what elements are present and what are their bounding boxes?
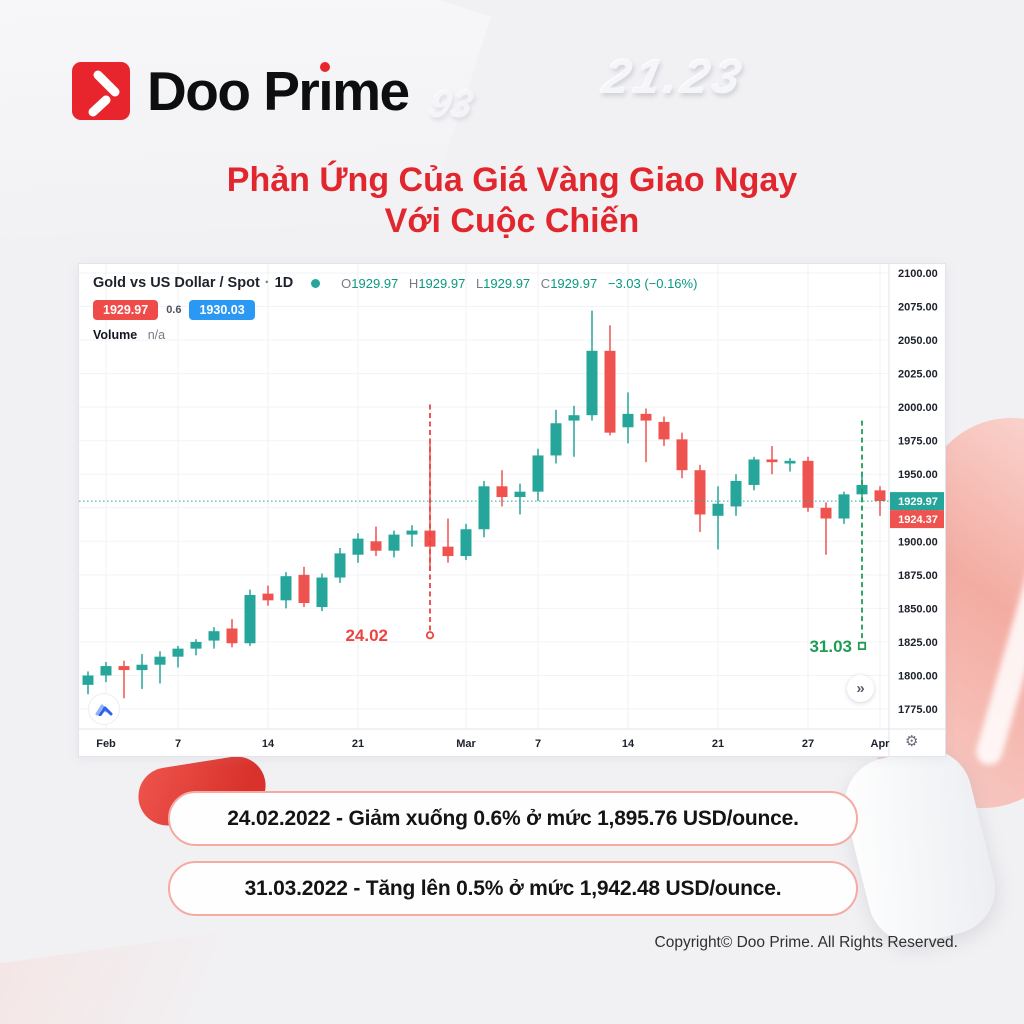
ohlc-close-label: C <box>540 275 551 291</box>
svg-text:31.03: 31.03 <box>809 637 852 656</box>
pink-wisp-decoration <box>0 925 291 1024</box>
logo-arrow-icon <box>88 70 120 117</box>
svg-text:27: 27 <box>802 738 814 750</box>
svg-text:2100.00: 2100.00 <box>898 268 938 280</box>
svg-text:1924.37: 1924.37 <box>898 514 938 526</box>
brand-name: Doo Prıme <box>147 60 410 122</box>
candlestick-series <box>82 310 886 699</box>
svg-text:1775.00: 1775.00 <box>898 704 938 716</box>
svg-text:1800.00: 1800.00 <box>898 670 938 682</box>
price-axis-badges: 1929.97 1924.37 <box>890 492 944 529</box>
svg-text:1929.97: 1929.97 <box>898 496 938 508</box>
callout-mar31: 31.03.2022 - Tăng lên 0.5% ở mức 1,942.4… <box>168 861 858 916</box>
svg-text:1825.00: 1825.00 <box>898 637 938 649</box>
callout-feb24-text: 24.02.2022 - Giảm xuống 0.6% ở mức 1,895… <box>227 806 799 830</box>
title-line-1: Phản Ứng Của Giá Vàng Giao Ngay <box>226 161 798 199</box>
gear-icon[interactable]: ⚙ <box>905 733 919 750</box>
doo-prime-logo-mark <box>72 62 130 120</box>
svg-text:1850.00: 1850.00 <box>898 603 938 615</box>
bid-ask-row: 1929.97 0.6 1930.03 <box>93 300 255 320</box>
trading-chart-panel: 1775.00 1800.00 1825.00 1850.00 1875.00 1900.… <box>78 263 946 757</box>
chart-header: Gold vs US Dollar / Spot · 1D O1929.97 H… <box>93 275 697 291</box>
svg-text:2000.00: 2000.00 <box>898 402 938 414</box>
doo-prime-logo: Doo Prıme <box>72 60 410 122</box>
bid-price-button[interactable]: 1929.97 <box>93 300 159 320</box>
svg-text:Feb: Feb <box>96 738 116 750</box>
svg-text:14: 14 <box>622 738 635 750</box>
callout-mar31-text: 31.03.2022 - Tăng lên 0.5% ở mức 1,942.4… <box>244 876 782 900</box>
volume-value: n/a <box>147 328 166 342</box>
pink-ribbon-highlight <box>973 472 1024 768</box>
svg-text:21: 21 <box>352 738 364 750</box>
svg-text:1975.00: 1975.00 <box>898 436 938 448</box>
annotation-24-02[interactable]: 24.02 <box>345 404 435 645</box>
ask-price-button[interactable]: 1930.03 <box>189 300 255 320</box>
callout-feb24: 24.02.2022 - Giảm xuống 0.6% ở mức 1,895… <box>168 791 858 846</box>
title-line-2: Với Cuộc Chiến <box>384 202 640 240</box>
chart-grid <box>79 264 889 729</box>
svg-text:2075.00: 2075.00 <box>898 302 938 314</box>
ohlc-open-value: 1929.97 <box>351 275 399 291</box>
svg-text:24.02: 24.02 <box>345 626 388 645</box>
price-axis-labels[interactable]: 1775.00 1800.00 1825.00 1850.00 1875.00 1900.… <box>898 268 938 716</box>
svg-text:2050.00: 2050.00 <box>898 335 938 347</box>
svg-text:2025.00: 2025.00 <box>898 369 938 381</box>
tradingview-logo-button[interactable] <box>88 693 120 725</box>
market-status-icon[interactable] <box>311 278 321 288</box>
svg-text:21: 21 <box>712 738 724 750</box>
ohlc-low-value: 1929.97 <box>483 275 531 291</box>
spread-value: 0.6 <box>166 304 182 316</box>
svg-text:7: 7 <box>535 738 541 750</box>
copyright-text: Copyright© Doo Prime. All Rights Reserve… <box>654 934 958 951</box>
white-cylinder-decoration <box>835 739 1005 953</box>
ohlc-open-label: O <box>341 275 352 291</box>
volume-row: Volume n/a <box>93 328 165 342</box>
watermark-text: 21.23 <box>598 51 750 104</box>
interval-selector[interactable]: 1D <box>274 275 294 291</box>
price-chart-svg: 1775.00 1800.00 1825.00 1850.00 1875.00 1900.… <box>79 264 945 756</box>
svg-text:7: 7 <box>175 738 181 750</box>
ohlc-high-label: H <box>408 275 419 291</box>
annotation-31-03[interactable]: 31.03 <box>809 420 867 656</box>
symbol-title[interactable]: Gold vs US Dollar / Spot <box>93 275 260 291</box>
svg-text:Apr: Apr <box>871 738 891 750</box>
watermark-text-2: 93 <box>425 84 477 126</box>
time-axis-labels[interactable]: Feb 7 14 21 Mar 7 14 21 27 Apr <box>96 738 890 750</box>
ohlc-readout: O1929.97 H1929.97 L1929.97 C1929.97 −3.0… <box>334 276 697 291</box>
ohlc-close-value: 1929.97 <box>550 275 598 291</box>
symbol-separator: · <box>264 275 270 291</box>
svg-text:Mar: Mar <box>456 738 476 750</box>
price-change-value: −3.03 (−0.16%) <box>607 275 698 291</box>
ohlc-high-value: 1929.97 <box>418 275 466 291</box>
svg-text:1950.00: 1950.00 <box>898 469 938 481</box>
tradingview-mountains-icon <box>95 704 113 716</box>
svg-text:1875.00: 1875.00 <box>898 570 938 582</box>
page-title: Phản Ứng Của Giá Vàng Giao Ngay Với Cuộc… <box>0 160 1024 242</box>
svg-text:14: 14 <box>262 738 275 750</box>
volume-label[interactable]: Volume <box>93 328 138 342</box>
svg-text:1900.00: 1900.00 <box>898 536 938 548</box>
scroll-right-button[interactable]: » <box>847 675 874 702</box>
